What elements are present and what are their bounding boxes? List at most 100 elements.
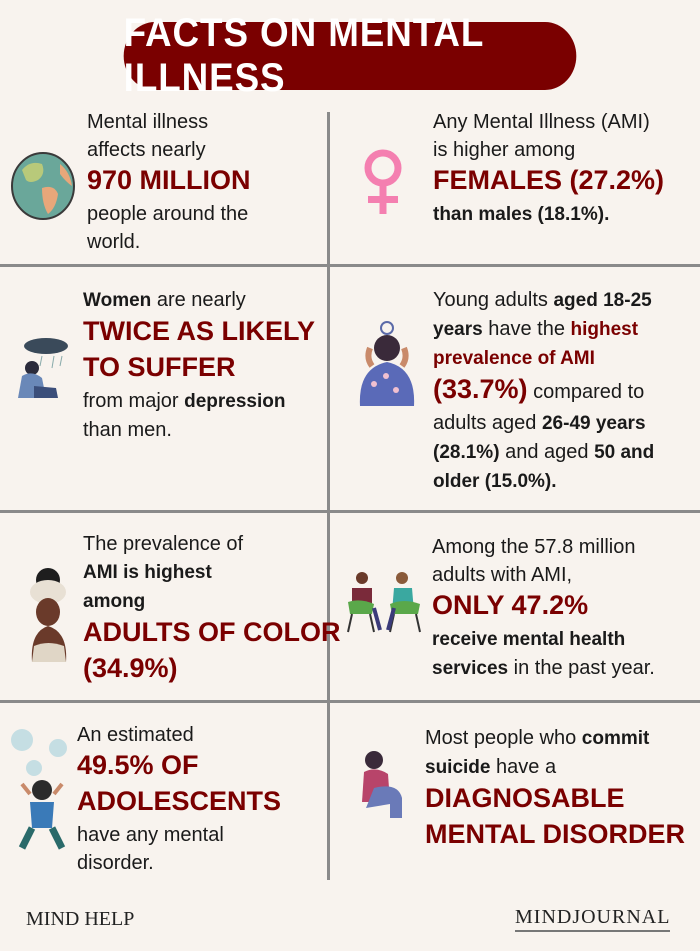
fact-text: An estimated bbox=[77, 724, 194, 746]
horizontal-divider bbox=[0, 700, 700, 703]
fact-text: aged 18-25 bbox=[553, 290, 652, 311]
woman-headwrap-icon bbox=[30, 568, 67, 662]
fact-line: world. bbox=[87, 228, 251, 256]
fact-mental-health-services: Among the 57.8 million adults with AMI, ON… bbox=[432, 533, 655, 683]
fact-line: Mental illness bbox=[87, 108, 251, 136]
female-symbol-icon bbox=[364, 149, 402, 214]
fact-line: affects nearly bbox=[87, 136, 251, 164]
fact-text: suicide bbox=[425, 757, 491, 778]
fact-text: 50 and bbox=[594, 442, 655, 463]
fact-line: TO SUFFER bbox=[83, 351, 315, 387]
fact-line: older (15.0%). bbox=[433, 467, 654, 496]
fact-line: TWICE AS LIKELY bbox=[83, 315, 315, 351]
fact-line: DIAGNOSABLE bbox=[425, 782, 685, 818]
fact-text: Any Mental Illness (AMI) bbox=[433, 111, 650, 133]
mind-help-logo: MIND HELP bbox=[26, 908, 134, 931]
fact-line: MENTAL DISORDER bbox=[425, 818, 685, 854]
fact-line: FEMALES (27.2%) bbox=[433, 164, 664, 200]
fact-text: are nearly bbox=[151, 289, 246, 311]
fact-text: than men. bbox=[83, 419, 172, 441]
fact-text: in the past year. bbox=[508, 657, 655, 679]
fact-line: ONLY 47.2% bbox=[432, 589, 655, 625]
fact-text: is higher among bbox=[433, 139, 576, 161]
horizontal-divider bbox=[0, 264, 700, 267]
fact-line: (34.9%) bbox=[83, 652, 340, 688]
fact-text: Young adults bbox=[433, 289, 554, 311]
sad-woman-rain-cloud-icon bbox=[18, 338, 68, 398]
fact-text: from major bbox=[83, 390, 185, 412]
fact-text: commit bbox=[581, 728, 650, 749]
fact-line: is higher among bbox=[433, 136, 664, 164]
fact-line: than men. bbox=[83, 416, 315, 444]
fact-text: have the bbox=[482, 318, 571, 340]
therapy-session-icon bbox=[347, 572, 421, 633]
fact-line: services in the past year. bbox=[432, 654, 655, 683]
stressed-young-adult-icon bbox=[359, 321, 415, 406]
globe-icon bbox=[11, 152, 75, 220]
fact-text: services bbox=[432, 658, 509, 679]
mind-journal-logo-text: MINDJOURNAL bbox=[515, 906, 671, 928]
highlight-text: MENTAL DISORDER bbox=[425, 819, 686, 849]
fact-text: years bbox=[433, 319, 483, 340]
fact-text: have a bbox=[490, 756, 557, 778]
highlight-text: TO SUFFER bbox=[83, 352, 236, 382]
fact-text: receive mental health bbox=[432, 629, 626, 650]
fact-line: adults aged 26-49 years bbox=[433, 409, 654, 438]
fact-text: prevalence of AMI bbox=[433, 348, 595, 369]
fact-line: ADULTS OF COLOR bbox=[83, 616, 340, 652]
fact-text: Most people who bbox=[425, 727, 582, 749]
fact-line: disorder. bbox=[77, 849, 281, 877]
fact-line: from major depression bbox=[83, 387, 315, 416]
fact-text: highest bbox=[570, 319, 639, 340]
mind-journal-logo: MINDJOURNAL bbox=[515, 906, 671, 932]
highlight-text: (34.9%) bbox=[83, 653, 178, 683]
fact-line: receive mental health bbox=[432, 625, 655, 654]
fact-female-prevalence: Any Mental Illness (AMI) is higher among F… bbox=[433, 108, 664, 229]
fact-line: 970 MILLION bbox=[87, 164, 251, 200]
fact-line: (28.1%) and aged 50 and bbox=[433, 438, 654, 467]
highlight-text: DIAGNOSABLE bbox=[425, 783, 625, 813]
fact-line: prevalence of AMI bbox=[433, 344, 654, 373]
fact-line: have any mental bbox=[77, 821, 281, 849]
highlight-text: ADOLESCENTS bbox=[77, 786, 282, 816]
fact-line: (33.7%) compared to bbox=[433, 373, 654, 409]
fact-adults-of-color: The prevalence of AMI is highest among ADUL… bbox=[83, 530, 340, 688]
horizontal-divider bbox=[0, 510, 700, 513]
fact-young-adults: Young adults aged 18-25 years have the hi… bbox=[433, 286, 654, 496]
fact-text: compared to bbox=[527, 381, 645, 403]
fact-line: among bbox=[83, 587, 340, 616]
fact-line: Women are nearly bbox=[83, 286, 315, 315]
fact-line: ADOLESCENTS bbox=[77, 785, 281, 821]
fact-text: older (15.0%). bbox=[433, 471, 557, 492]
fact-line: An estimated bbox=[77, 721, 281, 749]
fact-text: Mental illness bbox=[87, 111, 209, 133]
fact-text: Women bbox=[83, 290, 152, 311]
page-title: FACTS ON MENTAL ILLNESS bbox=[123, 11, 577, 100]
highlight-text: 970 MILLION bbox=[87, 165, 251, 195]
fact-line: adults with AMI, bbox=[432, 561, 655, 589]
sitting-sad-person-icon bbox=[362, 751, 402, 818]
fact-text: depression bbox=[184, 391, 286, 412]
fact-text: disorder. bbox=[77, 852, 154, 874]
fact-line: The prevalence of bbox=[83, 530, 340, 558]
fact-line: 49.5% OF bbox=[77, 749, 281, 785]
highlight-text: ADULTS OF COLOR bbox=[83, 617, 341, 647]
fact-line: AMI is highest bbox=[83, 558, 340, 587]
fact-line: suicide have a bbox=[425, 753, 685, 782]
fact-text: adults aged bbox=[433, 412, 542, 434]
highlight-text: 49.5% OF bbox=[77, 750, 199, 780]
fact-text: and aged bbox=[499, 441, 595, 463]
fact-line: than males (18.1%). bbox=[433, 200, 664, 229]
highlight-text: ONLY 47.2% bbox=[432, 590, 589, 620]
vertical-divider bbox=[327, 112, 330, 880]
mind-help-logo-text: MIND HELP bbox=[26, 908, 135, 930]
fact-text: have any mental bbox=[77, 824, 224, 846]
fact-text: affects nearly bbox=[87, 139, 206, 161]
fact-line: Young adults aged 18-25 bbox=[433, 286, 654, 315]
fact-text: 26-49 years bbox=[541, 413, 646, 434]
fact-adolescents: An estimated 49.5% OF ADOLESCENTS have any … bbox=[77, 721, 281, 877]
fact-women-depression: Women are nearly TWICE AS LIKELY TO SUFFER… bbox=[83, 286, 315, 444]
fact-text: world. bbox=[87, 231, 141, 253]
highlight-text: FEMALES (27.2%) bbox=[433, 165, 665, 195]
fact-line: Any Mental Illness (AMI) bbox=[433, 108, 664, 136]
